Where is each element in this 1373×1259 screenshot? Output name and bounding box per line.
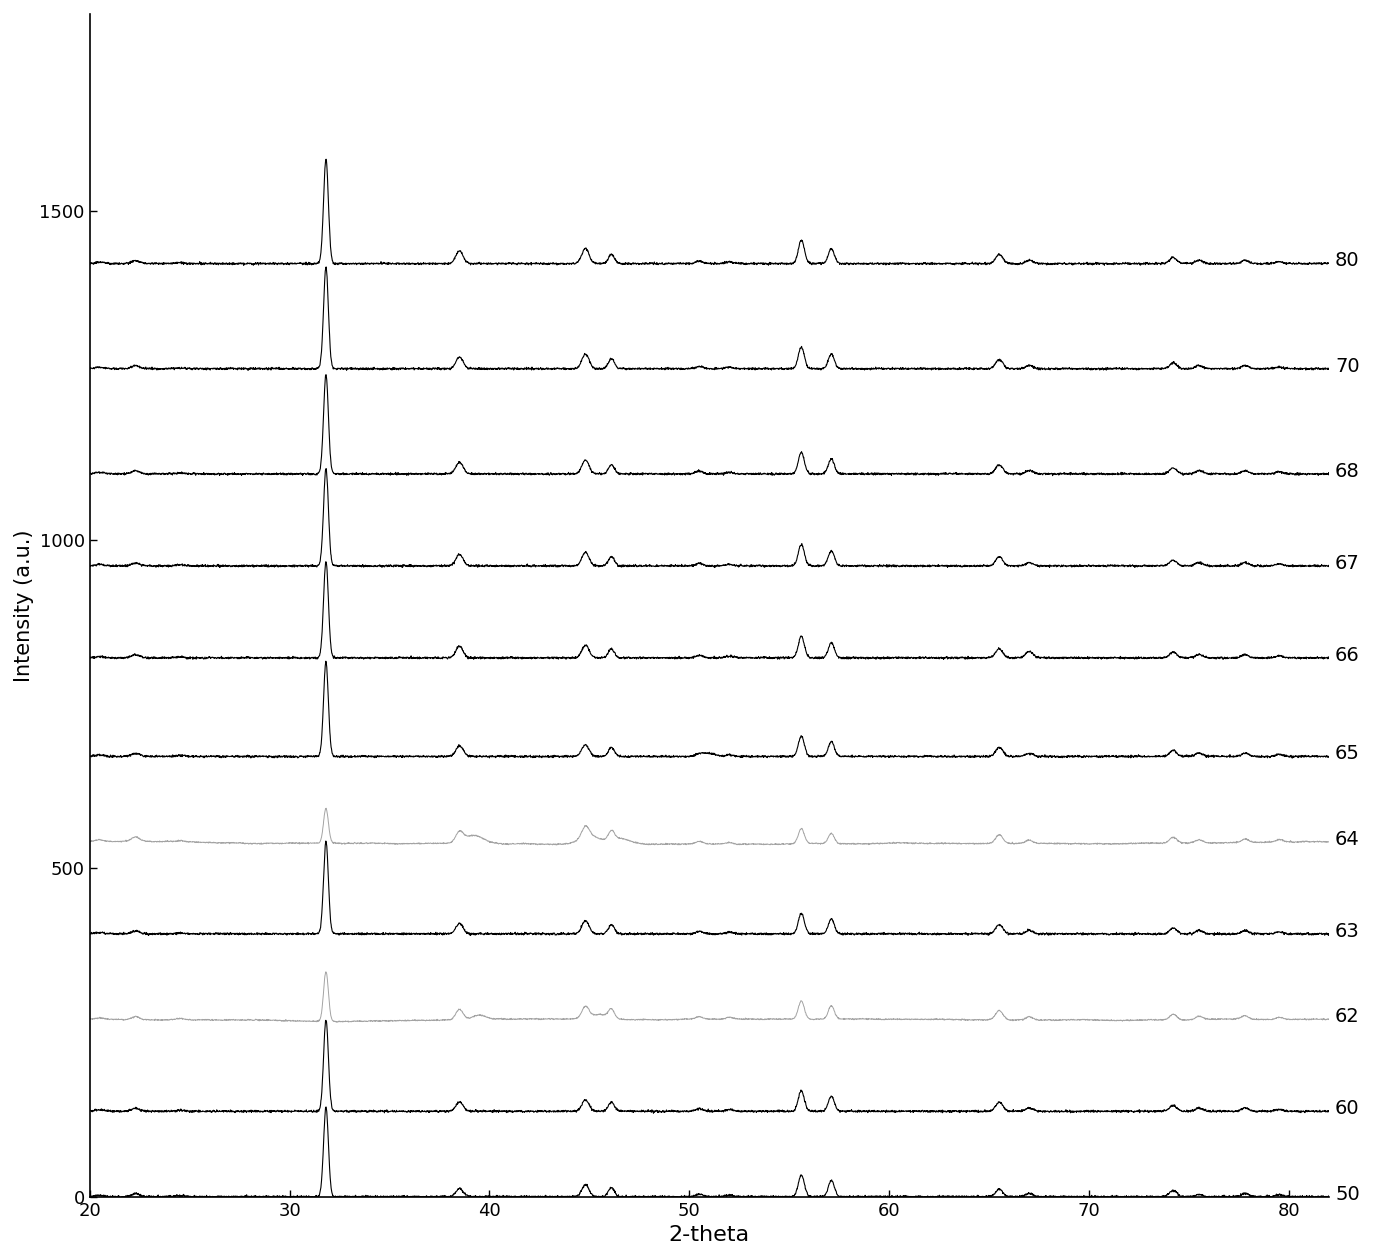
Text: 63: 63: [1335, 922, 1359, 940]
Text: 62: 62: [1335, 1007, 1359, 1026]
Text: 67: 67: [1335, 554, 1359, 573]
Text: 70: 70: [1335, 356, 1359, 375]
Text: 66: 66: [1335, 646, 1359, 665]
Text: 50: 50: [1335, 1185, 1359, 1204]
Text: 68: 68: [1335, 462, 1359, 481]
X-axis label: 2-theta: 2-theta: [669, 1225, 750, 1245]
Y-axis label: Intensity (a.u.): Intensity (a.u.): [14, 529, 34, 681]
Text: 64: 64: [1335, 830, 1359, 849]
Text: 60: 60: [1335, 1099, 1359, 1118]
Text: 65: 65: [1335, 744, 1361, 763]
Text: 80: 80: [1335, 252, 1359, 271]
